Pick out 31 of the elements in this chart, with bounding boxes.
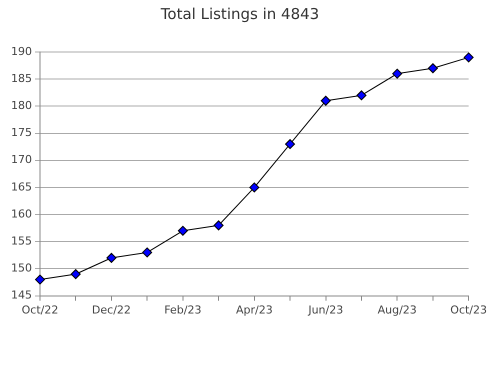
y-tick-label: 185 — [10, 72, 32, 85]
point — [356, 90, 366, 100]
x-tick-label: Feb/23 — [164, 303, 202, 316]
x-tick-label: Apr/23 — [236, 303, 273, 316]
chart-title: Total Listings in 4843 — [160, 4, 320, 23]
point — [34, 274, 45, 285]
y-tick-label: 170 — [10, 153, 32, 166]
point — [178, 226, 188, 236]
y-tick-label: 175 — [10, 126, 32, 140]
x-tick-label: Oct/23 — [450, 303, 488, 316]
point — [392, 68, 402, 79]
x-tick-label: Oct/22 — [22, 303, 58, 316]
y-tick-label: 190 — [10, 44, 32, 58]
point — [285, 139, 296, 150]
y-tick-label: 155 — [10, 234, 32, 248]
point — [249, 182, 260, 192]
y-tick-label: 160 — [10, 207, 32, 220]
y-tick-label: 150 — [10, 262, 32, 275]
point — [142, 247, 152, 258]
y-tick-label: 145 — [10, 288, 32, 302]
x-tick-label: Dec/22 — [92, 303, 131, 316]
x-tick-label: Aug/23 — [378, 303, 417, 316]
point — [214, 220, 224, 230]
point — [320, 96, 331, 106]
point — [70, 269, 81, 280]
x-tick-label: Jun/23 — [307, 303, 344, 316]
point — [428, 63, 438, 74]
point — [464, 52, 474, 62]
y-tick-label: 165 — [10, 180, 32, 194]
y-tick-label: 180 — [10, 99, 32, 112]
point — [106, 252, 116, 263]
